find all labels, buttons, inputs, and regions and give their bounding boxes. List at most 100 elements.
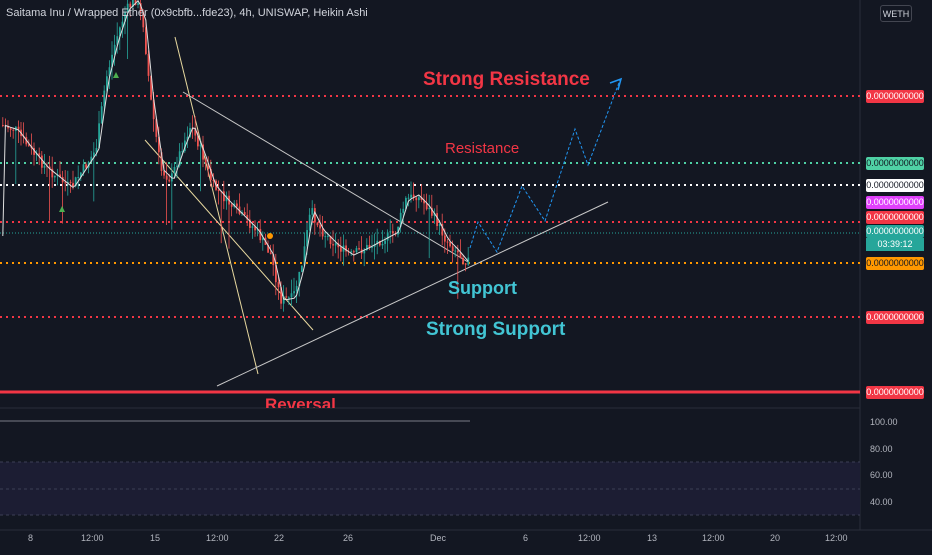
candle-body bbox=[376, 240, 379, 245]
candle-body bbox=[285, 296, 288, 298]
candle-body bbox=[186, 136, 189, 141]
candle-body bbox=[236, 203, 238, 207]
candle-body bbox=[262, 237, 264, 241]
candle-body bbox=[337, 243, 340, 248]
candle-body bbox=[64, 182, 67, 184]
candle-body bbox=[74, 177, 77, 187]
candle-body bbox=[459, 252, 462, 258]
candle-body bbox=[366, 244, 368, 251]
candle-body bbox=[176, 165, 178, 167]
indicator-axis-label: 100.00 bbox=[870, 417, 898, 427]
candle-body bbox=[160, 152, 163, 171]
candle-body bbox=[173, 166, 176, 174]
candle-body bbox=[402, 208, 405, 213]
indicator-axis-label: 60.00 bbox=[870, 470, 893, 480]
candle-body bbox=[397, 226, 399, 235]
candle-body bbox=[327, 235, 329, 237]
candle-body bbox=[415, 197, 418, 201]
time-axis-label: 13 bbox=[647, 533, 658, 543]
candle-body bbox=[158, 136, 160, 153]
candle-body bbox=[38, 153, 41, 156]
candle-body bbox=[259, 229, 262, 241]
chart-title: Saitama Inu / Wrapped Ether (0x9cbfb...f… bbox=[6, 7, 368, 19]
candle-body bbox=[199, 144, 202, 147]
candle-body bbox=[334, 243, 337, 246]
candle-body bbox=[275, 265, 277, 283]
candle-body bbox=[319, 225, 321, 229]
candle-body bbox=[410, 194, 412, 198]
time-axis-label: 12:00 bbox=[578, 533, 601, 543]
time-axis-label: 12:00 bbox=[81, 533, 104, 543]
candle-body bbox=[85, 164, 87, 168]
price-tag-reversal: 0.0000000000 bbox=[866, 386, 924, 399]
candle-body bbox=[444, 235, 446, 242]
candle-body bbox=[462, 257, 464, 264]
candle-body bbox=[163, 170, 165, 176]
candle-body bbox=[69, 181, 72, 183]
candle-body bbox=[207, 163, 210, 170]
candle-body bbox=[454, 250, 457, 252]
projection-arrowhead bbox=[609, 77, 623, 91]
candle-body bbox=[134, 0, 137, 5]
price-tag-resistance: 0.0000000000 bbox=[866, 157, 924, 170]
candle-body bbox=[288, 297, 290, 299]
candle-body bbox=[194, 128, 197, 136]
candle-body bbox=[290, 293, 293, 298]
candle-body bbox=[431, 207, 433, 216]
candle-body bbox=[181, 151, 184, 153]
candle-body bbox=[72, 182, 74, 187]
candle-body bbox=[116, 36, 119, 45]
candle-body bbox=[197, 135, 199, 147]
candle-body bbox=[425, 203, 428, 210]
candle-body bbox=[353, 251, 355, 253]
reversal-label: Reversal bbox=[265, 395, 336, 408]
candle-body bbox=[314, 208, 316, 223]
descending-trendline bbox=[182, 91, 469, 263]
candle-body bbox=[464, 263, 467, 265]
currency-button[interactable]: WETH bbox=[880, 5, 912, 22]
candle-body bbox=[272, 254, 275, 266]
candle-body bbox=[137, 3, 139, 5]
candle-body bbox=[77, 177, 80, 179]
candle-body bbox=[428, 207, 431, 210]
candle-body bbox=[277, 282, 280, 288]
candle-body bbox=[43, 165, 46, 168]
candle-body bbox=[223, 191, 225, 202]
candle-body bbox=[449, 242, 451, 247]
candle-body bbox=[433, 213, 436, 216]
candle-body bbox=[54, 175, 56, 178]
candle-body bbox=[389, 231, 392, 233]
candle-body bbox=[282, 296, 285, 304]
time-axis-label: 20 bbox=[770, 533, 781, 543]
candle-body bbox=[93, 152, 95, 157]
candle-body bbox=[171, 173, 173, 182]
candle-body bbox=[441, 224, 444, 236]
candle-body bbox=[106, 76, 108, 91]
candle-body bbox=[217, 189, 220, 192]
time-axis-label: 26 bbox=[343, 533, 354, 543]
candle-body bbox=[145, 27, 147, 54]
candle-body bbox=[103, 90, 106, 107]
indicator-axis-label: 80.00 bbox=[870, 444, 893, 454]
strong-support-label: Strong Support bbox=[426, 319, 566, 340]
candle-body bbox=[308, 214, 311, 231]
price-tag-pink: 0.0000000000 bbox=[866, 196, 924, 209]
candle-body bbox=[358, 248, 360, 250]
candle-body bbox=[98, 123, 100, 148]
candle-body bbox=[381, 243, 384, 246]
candle-body bbox=[90, 156, 93, 163]
candle-body bbox=[324, 236, 327, 238]
candle-body bbox=[108, 67, 111, 77]
candle-body bbox=[230, 204, 233, 207]
time-axis-label: 6 bbox=[523, 533, 529, 543]
time-axis-label: 12:00 bbox=[825, 533, 848, 543]
candle-body bbox=[407, 197, 410, 199]
bar-countdown: 03:39:12 bbox=[866, 238, 924, 251]
candle-body bbox=[350, 251, 353, 253]
candle-body bbox=[243, 212, 246, 215]
candle-body bbox=[246, 214, 249, 220]
candle-body bbox=[329, 235, 332, 245]
candle-body bbox=[204, 159, 207, 164]
